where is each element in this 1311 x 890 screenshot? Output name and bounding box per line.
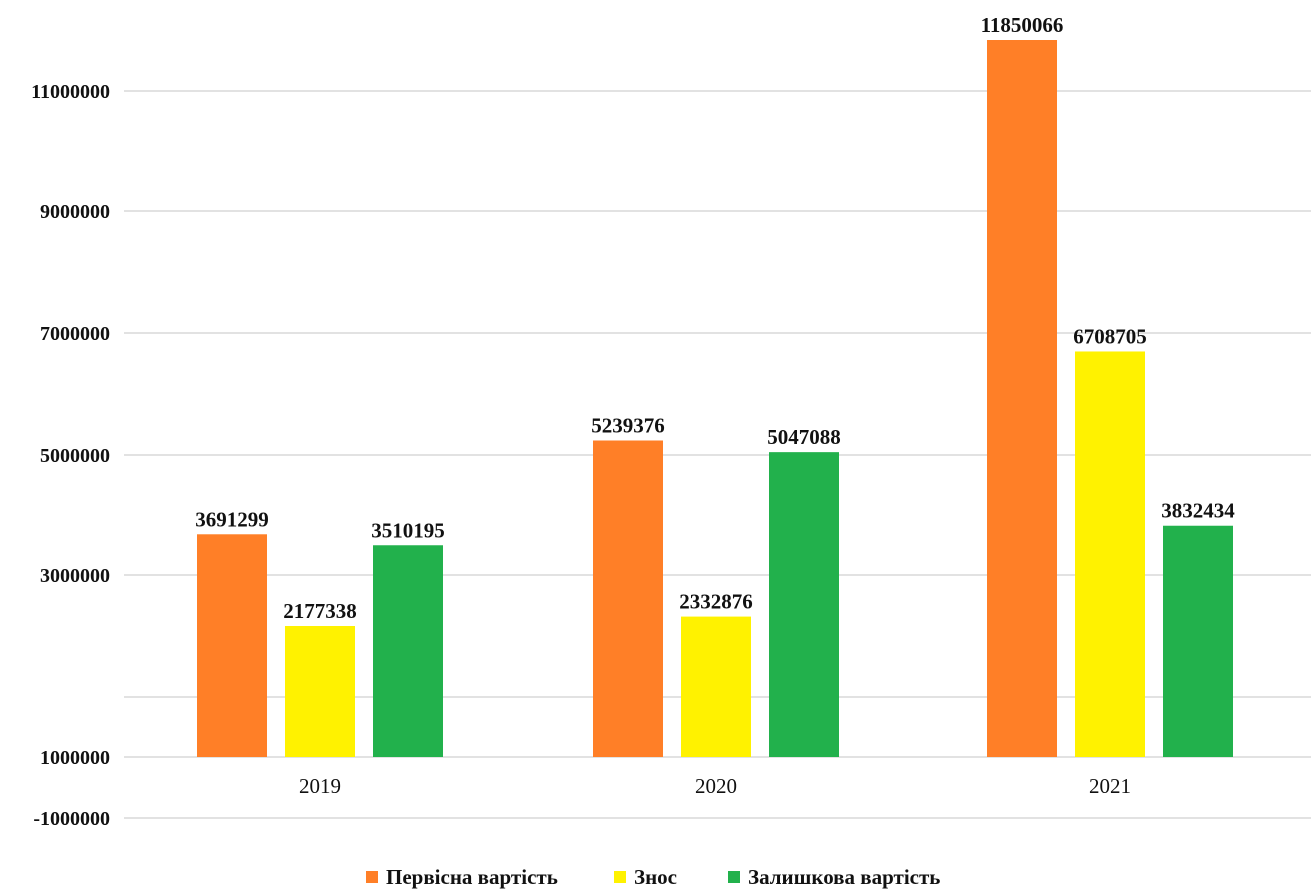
legend-label: Первісна вартість	[386, 865, 558, 889]
bar	[285, 626, 355, 757]
data-label: 2332876	[679, 590, 753, 614]
y-tick-label: 7000000	[40, 323, 110, 345]
y-tick-label: -1000000	[33, 808, 110, 830]
data-label: 11850066	[981, 13, 1064, 37]
y-tick-label: 11000000	[31, 81, 110, 103]
legend-item: Первісна вартість	[366, 865, 558, 889]
legend-swatch	[366, 871, 378, 883]
bar	[987, 40, 1057, 757]
legend-swatch	[728, 871, 740, 883]
bar	[1163, 525, 1233, 757]
data-label: 3832434	[1161, 499, 1235, 523]
legend-label: Знос	[634, 865, 677, 889]
y-axis-tick-labels: -1000000 1000000 3000000 5000000 7000000 9000…	[31, 81, 110, 830]
legend-item: Залишкова вартість	[728, 865, 940, 889]
data-labels: 3691299 2177338 3510195 5239376 2332876 50470…	[195, 13, 1235, 623]
legend-swatch	[614, 871, 626, 883]
data-label: 5239376	[591, 413, 665, 437]
x-category-label: 2020	[695, 774, 737, 798]
legend-item: Знос	[614, 865, 677, 889]
bar	[593, 440, 663, 757]
bar	[1075, 351, 1145, 757]
bar	[197, 534, 267, 757]
data-label: 3691299	[195, 507, 269, 531]
y-tick-label: 3000000	[40, 565, 110, 587]
legend: Первісна вартість Знос Залишкова вартість	[366, 865, 940, 889]
x-category-label: 2021	[1089, 774, 1131, 798]
data-label: 3510195	[371, 518, 445, 542]
legend-label: Залишкова вартість	[748, 865, 940, 889]
bar	[769, 452, 839, 757]
x-category-label: 2019	[299, 774, 341, 798]
data-label: 6708705	[1073, 324, 1147, 348]
x-axis-category-labels: 2019 2020 2021	[299, 774, 1131, 798]
bars	[197, 40, 1233, 757]
bar	[681, 616, 751, 757]
bar	[373, 545, 443, 757]
data-label: 2177338	[283, 599, 357, 623]
y-tick-label: 9000000	[40, 201, 110, 223]
y-tick-label: 1000000	[40, 747, 110, 769]
y-tick-label: 5000000	[40, 445, 110, 467]
data-label: 5047088	[767, 425, 841, 449]
